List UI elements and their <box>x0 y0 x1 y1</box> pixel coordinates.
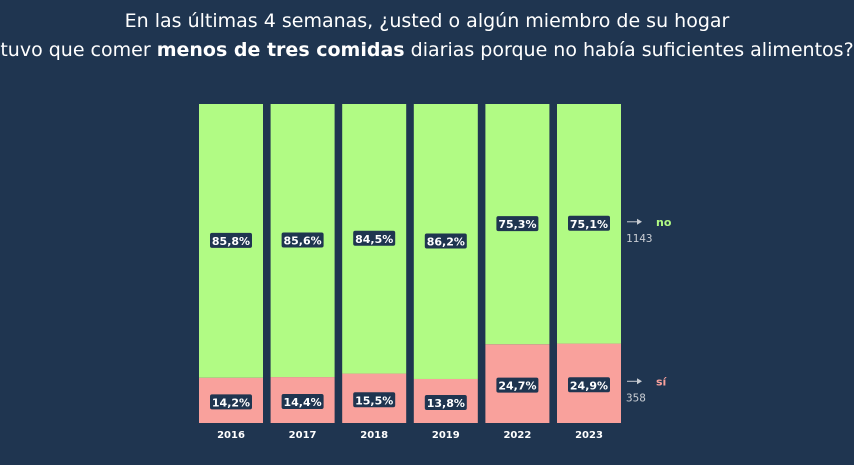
data-label-si-2018-bg <box>353 392 396 408</box>
data-label-no-2017-group: 85,6% <box>281 232 324 248</box>
chart-title-line1: En las últimas 4 semanas, ¿usted o algún… <box>124 10 730 32</box>
x-tick-label: 2016 <box>217 430 245 441</box>
data-label-no-2023: 75,1% <box>570 218 608 231</box>
legend-arrowhead-icon-si <box>637 378 642 385</box>
data-label-no-2018-bg <box>353 230 396 246</box>
legend-count-si: 358 <box>626 391 646 404</box>
data-label-no-2016-bg <box>210 232 252 248</box>
data-label-no-2019: 86,2% <box>427 235 465 248</box>
data-label-no-2017: 85,6% <box>284 235 322 248</box>
legend-arrowhead-icon-no <box>637 218 642 225</box>
data-label-no-2018: 84,5% <box>355 233 393 246</box>
data-label-si-2016-bg <box>210 394 252 410</box>
data-label-no-2023-bg <box>568 215 610 231</box>
legend-label-no: no <box>656 216 672 229</box>
data-label-si-2018-group: 15,5% <box>353 392 396 408</box>
data-label-si-2023-group: 24,9% <box>568 377 610 393</box>
chart-title-line2: tuvo que comer menos de tres comidas dia… <box>0 39 854 61</box>
x-tick-label: 2017 <box>289 430 317 441</box>
data-label-si-2022: 24,7% <box>498 380 536 393</box>
data-label-si-2022-bg <box>496 377 539 393</box>
data-label-si-2018: 15,5% <box>355 394 393 407</box>
legend-count-no: 1143 <box>626 232 653 245</box>
data-label-si-2017: 14,4% <box>284 396 322 409</box>
data-label-no-2018-group: 84,5% <box>353 230 396 246</box>
data-label-si-2023: 24,9% <box>570 379 608 392</box>
data-label-si-2023-bg <box>568 377 610 393</box>
data-label-no-2019-group: 86,2% <box>424 233 467 249</box>
data-label-si-2019-group: 13,8% <box>424 394 467 410</box>
x-tick-label: 2023 <box>575 430 603 441</box>
x-tick-label: 2018 <box>360 430 388 441</box>
data-label-no-2022: 75,3% <box>498 218 536 231</box>
title-emphasis: menos de tres comidas <box>156 39 405 61</box>
data-label-no-2019-bg <box>424 233 467 249</box>
title-text: diarias porque no había suficientes alim… <box>404 39 854 61</box>
data-label-no-2022-group: 75,3% <box>496 216 539 232</box>
data-label-si-2022-group: 24,7% <box>496 377 539 393</box>
x-tick-label: 2022 <box>503 430 531 441</box>
data-label-si-2017-group: 14,4% <box>281 394 324 410</box>
x-tick-label: 2019 <box>432 430 460 441</box>
title-text: tuvo que comer <box>0 39 157 61</box>
data-label-si-2019: 13,8% <box>427 397 465 410</box>
data-label-no-2016-group: 85,8% <box>210 232 252 248</box>
data-label-no-2016: 85,8% <box>212 235 250 248</box>
data-label-si-2017-bg <box>281 394 324 410</box>
data-label-no-2022-bg <box>496 216 539 232</box>
data-label-si-2016-group: 14,2% <box>210 394 252 410</box>
data-label-no-2017-bg <box>281 232 324 248</box>
data-label-si-2019-bg <box>424 394 467 410</box>
data-label-no-2023-group: 75,1% <box>568 215 610 231</box>
data-label-si-2016: 14,2% <box>212 396 250 409</box>
legend-label-si: sí <box>656 375 668 388</box>
